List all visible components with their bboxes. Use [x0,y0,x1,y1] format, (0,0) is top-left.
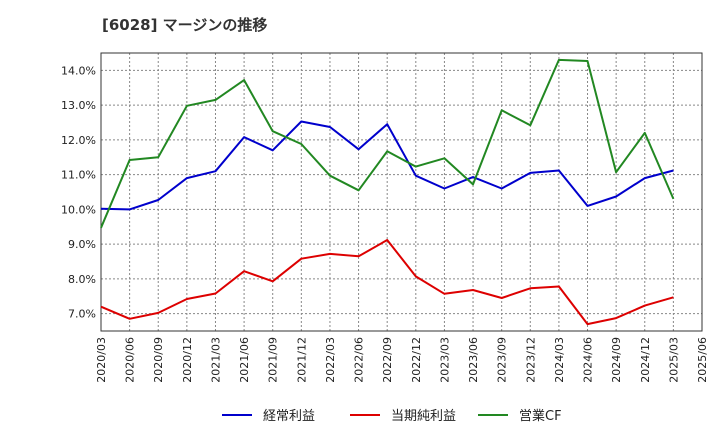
y-tick-label: 9.0% [68,238,96,251]
legend-label: 経常利益 [263,409,315,424]
y-tick-label: 7.0% [68,308,96,321]
legend-label: 営業CF [519,408,562,424]
y-tick-label: 8.0% [68,273,96,286]
y-tick-label: 11.0% [61,169,96,182]
x-tick-label: 2023/12 [524,337,537,383]
x-tick-label: 2023/06 [467,337,480,383]
plot-frame [100,52,703,332]
y-tick-label: 12.0% [61,134,96,147]
series-line [100,58,675,229]
x-tick-label: 2023/03 [438,337,451,383]
x-tick-label: 2020/06 [124,337,137,383]
x-tick-label: 2021/03 [209,337,222,383]
x-tick-label: 2021/12 [295,337,308,383]
x-tick-label: 2021/06 [238,337,251,383]
x-tick-label: 2022/12 [410,337,423,383]
chart-title: [6028] マージンの推移 [102,16,268,34]
x-tick-label: 2022/09 [381,337,394,383]
x-tick-label: 2020/03 [95,337,108,383]
x-tick-label: 2021/09 [267,337,280,383]
x-tick-label: 2024/03 [553,337,566,383]
x-tick-label: 2022/03 [324,337,337,383]
x-tick-label: 2024/09 [610,337,623,383]
plot-area [101,53,702,331]
x-tick-label: 2025/06 [696,337,709,383]
x-tick-label: 2024/06 [582,337,595,383]
y-tick-label: 14.0% [61,64,96,77]
x-tick-label: 2020/09 [152,337,165,383]
x-tick-label: 2022/06 [353,337,366,383]
legend-label: 当期純利益 [391,409,456,424]
x-tick-label: 2025/03 [667,337,680,383]
x-tick-label: 2023/09 [496,337,509,383]
y-tick-label: 10.0% [61,203,96,216]
series-line [100,120,674,211]
y-tick-label: 13.0% [61,99,96,112]
x-tick-label: 2020/12 [181,337,194,383]
series-line [100,239,674,326]
x-tick-label: 2024/12 [639,337,652,383]
